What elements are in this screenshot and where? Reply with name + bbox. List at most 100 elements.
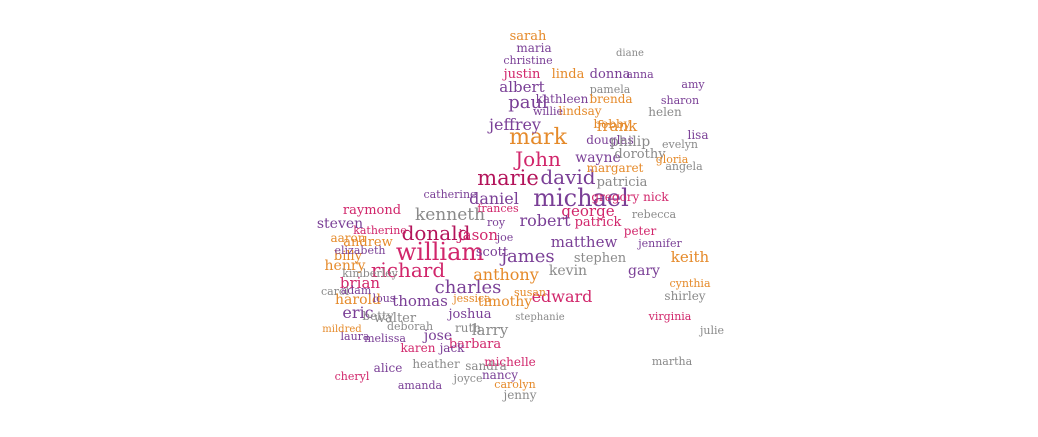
cloud-word: stephanie — [515, 312, 565, 323]
cloud-word: charles — [435, 277, 502, 298]
cloud-word: michael — [533, 184, 629, 212]
cloud-word: andrew — [343, 235, 392, 250]
cloud-word: roy — [487, 216, 506, 229]
cloud-word: philip — [610, 134, 650, 150]
cloud-word: matthew — [551, 233, 618, 251]
cloud-word: walter — [374, 311, 417, 326]
cloud-word: rebecca — [632, 208, 677, 221]
cloud-word: marie — [477, 166, 539, 190]
cloud-word: barbara — [449, 337, 502, 352]
cloud-word: donna — [590, 67, 631, 82]
cloud-word: jose — [422, 328, 452, 344]
cloud-word: joyce — [452, 372, 483, 385]
cloud-word: kimberley — [342, 267, 398, 280]
cloud-word: brian — [340, 274, 381, 292]
cloud-word: christine — [503, 54, 552, 67]
cloud-word: peter — [624, 224, 657, 238]
cloud-word: robert — [519, 211, 571, 230]
cloud-word: thomas — [392, 292, 448, 310]
cloud-word: mildred — [322, 324, 362, 335]
cloud-word: jeffrey — [487, 115, 541, 134]
cloud-word: lous — [373, 292, 396, 305]
cloud-word: martha — [652, 355, 693, 368]
cloud-word: virginia — [648, 310, 692, 323]
cloud-word: lisa — [688, 128, 709, 142]
cloud-word: anna — [626, 68, 654, 81]
cloud-word: margaret — [587, 161, 644, 175]
cloud-word: diane — [616, 48, 644, 59]
cloud-word: amanda — [398, 379, 443, 392]
cloud-word: amy — [681, 78, 705, 91]
cloud-word: joe — [495, 231, 514, 244]
cloud-word: larry — [472, 321, 509, 339]
cloud-word: anthony — [473, 265, 539, 284]
cloud-word: daniel — [469, 189, 519, 208]
cloud-word: alice — [374, 361, 403, 375]
cloud-word: carol — [321, 285, 350, 298]
cloud-word: deborah — [387, 320, 433, 333]
cloud-word: catherine — [423, 188, 476, 201]
cloud-word: willie — [533, 105, 563, 118]
cloud-word: albert — [499, 78, 544, 96]
cloud-word: julie — [698, 324, 724, 337]
cloud-word: justin — [502, 67, 541, 82]
cloud-word: karen — [401, 341, 436, 355]
cloud-word: eric — [342, 303, 373, 322]
cloud-word: kathleen — [536, 92, 589, 106]
cloud-word: richard — [371, 258, 446, 282]
cloud-word: jack — [438, 341, 466, 355]
cloud-word: scott — [476, 245, 509, 260]
cloud-word: melissa — [364, 332, 406, 345]
cloud-word: betty — [362, 309, 393, 323]
cloud-word: edward — [532, 287, 593, 306]
cloud-word: nancy — [482, 368, 518, 382]
cloud-word: joshua — [446, 307, 491, 322]
cloud-word: bobby — [593, 117, 630, 131]
cloud-word: sharon — [661, 94, 699, 107]
cloud-word: frances — [477, 202, 519, 215]
cloud-word: harold — [335, 292, 381, 308]
cloud-word: frank — [597, 117, 638, 135]
cloud-word: jennifer — [636, 237, 682, 250]
cloud-word: ruth — [455, 321, 481, 335]
cloud-word: gregory nick — [591, 190, 669, 204]
cloud-word: elizabeth — [335, 244, 386, 257]
cloud-word: brenda — [589, 92, 632, 106]
cloud-word: wayne — [575, 150, 621, 166]
cloud-word: michelle — [484, 355, 536, 369]
cloud-word: stephen — [574, 251, 627, 266]
cloud-word: lindsay — [558, 104, 601, 118]
cloud-word: evelyn — [662, 138, 698, 151]
cloud-word: donald — [402, 221, 471, 245]
cloud-word: keith — [671, 248, 710, 266]
cloud-word: shirley — [664, 289, 705, 303]
cloud-word: John — [513, 147, 561, 171]
cloud-word: aaron — [331, 231, 366, 245]
cloud-word: timothy — [478, 294, 532, 310]
cloud-word: raymond — [343, 203, 401, 218]
cloud-word: gloria — [656, 153, 689, 166]
cloud-word: paul — [508, 92, 548, 113]
cloud-word: mark — [509, 125, 567, 150]
cloud-word: henry — [325, 258, 366, 274]
cloud-word: heather — [412, 357, 460, 371]
cloud-word: dorothy — [614, 147, 666, 162]
cloud-word: jenny — [501, 388, 536, 402]
cloud-word: sandra — [465, 359, 507, 373]
cloud-word: patricia — [597, 175, 648, 190]
cloud-word: laura — [341, 330, 370, 343]
cloud-word: william — [396, 238, 485, 266]
cloud-word: carolyn — [494, 378, 535, 391]
cloud-word: douglas — [586, 133, 633, 147]
cloud-word: patrick — [575, 215, 622, 230]
cloud-word: helen — [648, 105, 682, 119]
cloud-word: adam — [341, 284, 372, 297]
cloud-word: david — [540, 165, 595, 189]
cloud-word: katherine — [353, 224, 407, 237]
cloud-word: billy — [334, 249, 363, 264]
cloud-word: george — [561, 202, 614, 220]
cloud-word: susan — [514, 286, 546, 299]
cloud-word: angela — [665, 160, 703, 173]
cloud-word: linda — [552, 67, 585, 82]
